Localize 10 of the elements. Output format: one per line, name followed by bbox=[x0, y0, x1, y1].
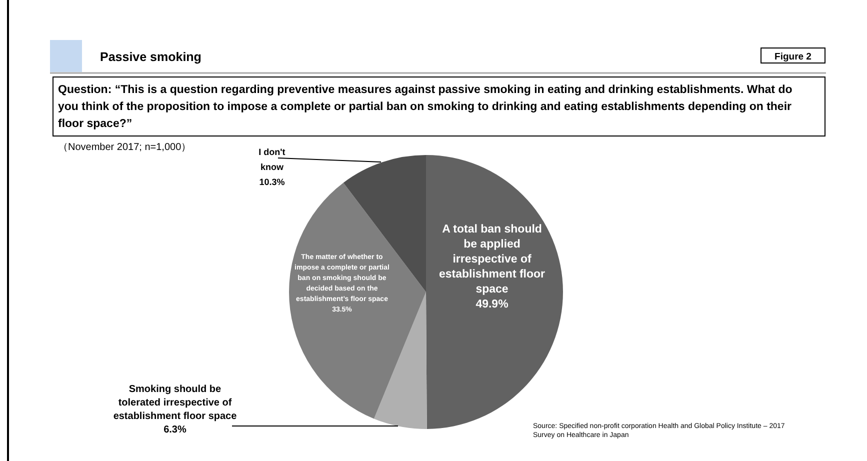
slice-label: I don't know bbox=[258, 147, 286, 172]
slice-label: Smoking should be tolerated irrespective of establishment floor space bbox=[113, 384, 238, 422]
chart-subtitle: （November 2017; n=1,000） bbox=[58, 142, 192, 153]
slice-label: A total ban should be applied irrespective of establishment floor space bbox=[438, 224, 546, 296]
data-label: 6.3% bbox=[164, 424, 187, 436]
chart-title: Passive smoking bbox=[100, 50, 202, 64]
data-label: 10.3% bbox=[259, 177, 285, 187]
data-label: 49.9% bbox=[476, 298, 508, 310]
caption: Figure 2 bbox=[774, 52, 812, 62]
text: Question: “This is a question regarding preventive measures against passive smoking in eating and drinking establishments. What do you think of the proposition to impose a complete or partial ban on smoking to drinking and eating establishments depending on their floor space?” bbox=[58, 84, 792, 130]
